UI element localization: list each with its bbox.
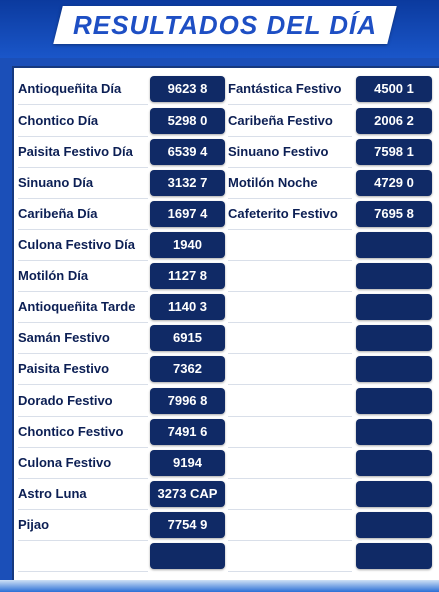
result-row: Paisita Festivo Día 6539 4 Sinuano Festivo… bbox=[0, 137, 439, 168]
left-result-value: 1940 bbox=[150, 232, 225, 258]
result-row: Dorado Festivo 7996 8 bbox=[0, 386, 439, 417]
left-lottery-name: Motilón Día bbox=[18, 261, 148, 292]
right-result-value: 7598 1 bbox=[356, 139, 432, 165]
right-result-value bbox=[356, 356, 432, 382]
result-row: Astro Luna 3273 CAP bbox=[0, 479, 439, 510]
right-result-value bbox=[356, 294, 432, 320]
right-lottery-name bbox=[228, 292, 352, 323]
left-result-value: 9194 bbox=[150, 450, 225, 476]
left-result-value: 5298 0 bbox=[150, 108, 225, 134]
right-result-value: 4729 0 bbox=[356, 170, 432, 196]
left-lottery-name: Samán Festivo bbox=[18, 323, 148, 354]
right-result-value bbox=[356, 232, 432, 258]
right-result-value bbox=[356, 481, 432, 507]
right-lottery-name: Fantástica Festivo bbox=[228, 74, 352, 105]
left-lottery-name: Chontico Festivo bbox=[18, 417, 148, 448]
right-lottery-name bbox=[228, 386, 352, 417]
left-result-value: 6915 bbox=[150, 325, 225, 351]
left-lottery-name: Dorado Festivo bbox=[18, 386, 148, 417]
left-result-value: 6539 4 bbox=[150, 139, 225, 165]
right-lottery-name bbox=[228, 510, 352, 541]
right-lottery-name: Sinuano Festivo bbox=[228, 137, 352, 168]
right-result-value bbox=[356, 388, 432, 414]
right-result-value: 7695 8 bbox=[356, 201, 432, 227]
left-result-value: 7996 8 bbox=[150, 388, 225, 414]
left-result-value: 7362 bbox=[150, 356, 225, 382]
right-lottery-name bbox=[228, 261, 352, 292]
left-result-value: 7491 6 bbox=[150, 419, 225, 445]
result-row: Paisita Festivo 7362 bbox=[0, 354, 439, 385]
left-lottery-name: Culona Festivo Día bbox=[18, 230, 148, 261]
left-result-value: 3132 7 bbox=[150, 170, 225, 196]
left-lottery-name: Caribeña Día bbox=[18, 199, 148, 230]
right-result-value bbox=[356, 543, 432, 569]
right-lottery-name: Caribeña Festivo bbox=[228, 106, 352, 137]
right-lottery-name bbox=[228, 354, 352, 385]
left-result-value bbox=[150, 543, 225, 569]
left-lottery-name: Pijao bbox=[18, 510, 148, 541]
right-result-value bbox=[356, 450, 432, 476]
result-row: Caribeña Día 1697 4 Cafeterito Festivo 7695… bbox=[0, 199, 439, 230]
right-result-value bbox=[356, 325, 432, 351]
right-lottery-name bbox=[228, 479, 352, 510]
left-lottery-name: Antioqueñita Día bbox=[18, 74, 148, 105]
right-lottery-name bbox=[228, 541, 352, 572]
right-lottery-name: Motilón Noche bbox=[228, 168, 352, 199]
result-row: Pijao 7754 9 bbox=[0, 510, 439, 541]
right-result-value: 2006 2 bbox=[356, 108, 432, 134]
result-row: Chontico Día 5298 0 Caribeña Festivo 2006 2 bbox=[0, 106, 439, 137]
right-result-value bbox=[356, 512, 432, 538]
right-lottery-name: Cafeterito Festivo bbox=[228, 199, 352, 230]
left-lottery-name: Astro Luna bbox=[18, 479, 148, 510]
result-row: Chontico Festivo 7491 6 bbox=[0, 417, 439, 448]
left-lottery-name: Chontico Día bbox=[18, 106, 148, 137]
left-lottery-name: Culona Festivo bbox=[18, 448, 148, 479]
right-result-value: 4500 1 bbox=[356, 76, 432, 102]
result-row bbox=[0, 541, 439, 572]
page-title: RESULTADOS DEL DÍA bbox=[72, 9, 377, 40]
left-lottery-name bbox=[18, 541, 148, 572]
right-lottery-name bbox=[228, 448, 352, 479]
footer-bar bbox=[0, 580, 439, 592]
result-row: Culona Festivo 9194 bbox=[0, 448, 439, 479]
left-lottery-name: Paisita Festivo bbox=[18, 354, 148, 385]
left-result-value: 9623 8 bbox=[150, 76, 225, 102]
right-lottery-name bbox=[228, 323, 352, 354]
left-result-value: 7754 9 bbox=[150, 512, 225, 538]
left-result-value: 1127 8 bbox=[150, 263, 225, 289]
result-row: Culona Festivo Día 1940 bbox=[0, 230, 439, 261]
left-lottery-name: Paisita Festivo Día bbox=[18, 137, 148, 168]
right-lottery-name bbox=[228, 230, 352, 261]
left-result-value: 1697 4 bbox=[150, 201, 225, 227]
left-lottery-name: Sinuano Día bbox=[18, 168, 148, 199]
result-row: Samán Festivo 6915 bbox=[0, 323, 439, 354]
right-result-value bbox=[356, 419, 432, 445]
left-lottery-name: Antioqueñita Tarde bbox=[18, 292, 148, 323]
right-result-value bbox=[356, 263, 432, 289]
result-row: Motilón Día 1127 8 bbox=[0, 261, 439, 292]
left-result-value: 3273 CAP bbox=[150, 481, 225, 507]
right-lottery-name bbox=[228, 417, 352, 448]
result-row: Sinuano Día 3132 7 Motilón Noche 4729 0 bbox=[0, 168, 439, 199]
result-row: Antioqueñita Día 9623 8 Fantástica Festivo… bbox=[0, 74, 439, 105]
left-result-value: 1140 3 bbox=[150, 294, 225, 320]
result-row: Antioqueñita Tarde 1140 3 bbox=[0, 292, 439, 323]
